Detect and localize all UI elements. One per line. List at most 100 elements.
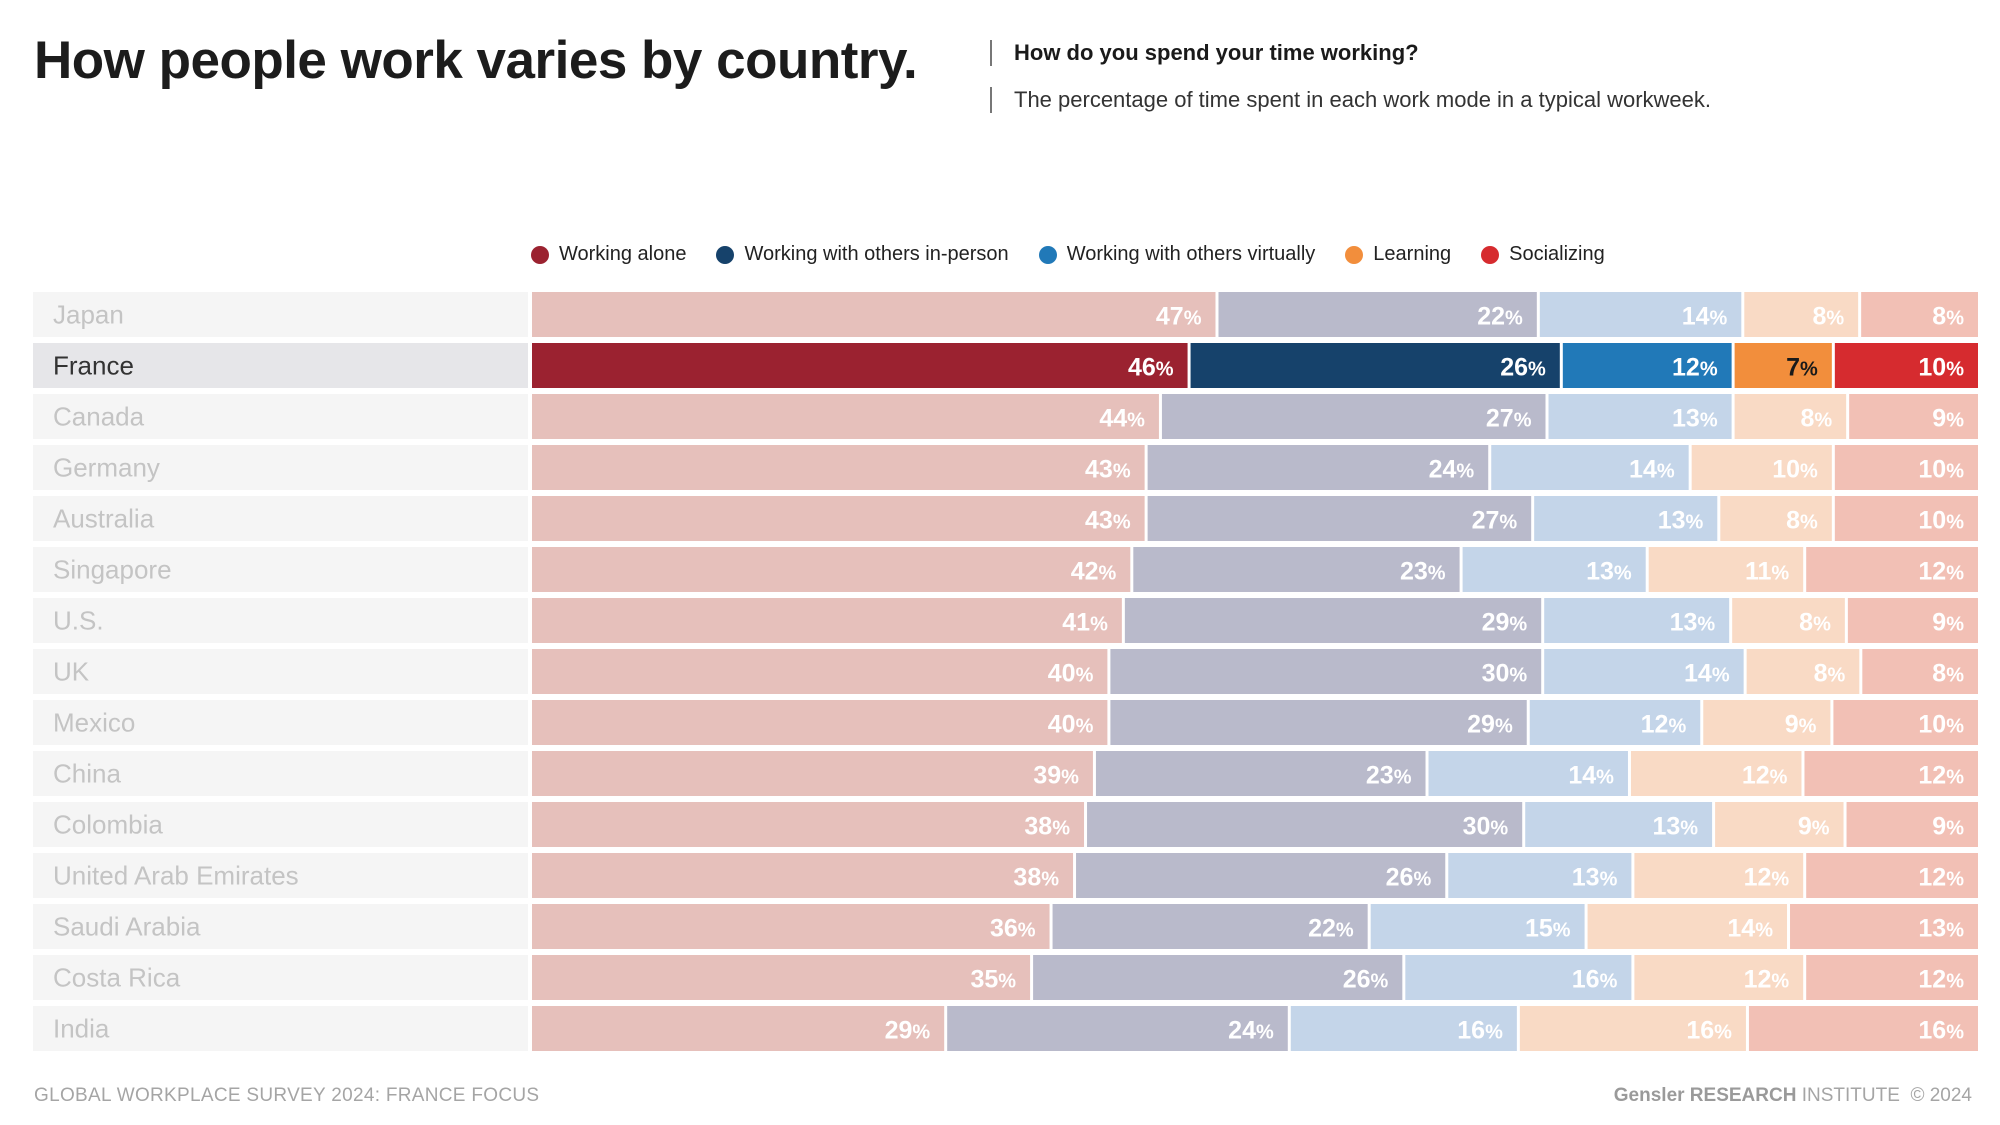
country-label: United Arab Emirates [53, 861, 299, 891]
data-label: 44% [1099, 405, 1145, 433]
data-label: 14% [1629, 456, 1675, 484]
country-row: Australia 43% 27% 13% 8% 10% [33, 496, 1978, 541]
country-row: United Arab Emirates 38% 26% 13% 12% 12% [33, 853, 1978, 898]
bar-segment [532, 649, 1107, 694]
country-label: Costa Rica [53, 963, 181, 993]
data-label: 14% [1684, 660, 1730, 688]
data-label: 39% [1033, 762, 1079, 790]
data-label: 12% [1918, 762, 1964, 790]
brand-logo: Gensler RESEARCH [1614, 1085, 1797, 1106]
bar-segment [532, 802, 1084, 847]
bar-segment [532, 1006, 944, 1051]
data-label: 12% [1918, 966, 1964, 994]
data-label: 12% [1641, 711, 1687, 739]
data-label: 38% [1024, 813, 1070, 841]
data-label: 13% [1572, 864, 1618, 892]
data-label: 16% [1572, 966, 1618, 994]
country-label: U.S. [53, 606, 104, 636]
data-label: 14% [1682, 303, 1728, 331]
country-row: India 29% 24% 16% 16% 16% [33, 1006, 1978, 1051]
bar-segment [1125, 598, 1541, 643]
country-label: India [53, 1014, 110, 1044]
data-label: 41% [1062, 609, 1108, 637]
data-label: 13% [1652, 813, 1698, 841]
row-label-bg [33, 598, 528, 643]
data-label: 35% [970, 966, 1016, 994]
data-label: 13% [1586, 558, 1632, 586]
data-label: 8% [1799, 609, 1831, 637]
country-row: China 39% 23% 14% 12% 12% [33, 751, 1978, 796]
country-row: UK 40% 30% 14% 8% 8% [33, 649, 1978, 694]
data-label: 8% [1812, 303, 1844, 331]
data-label: 30% [1463, 813, 1509, 841]
data-label: 43% [1085, 456, 1131, 484]
brand-suffix: INSTITUTE [1802, 1085, 1900, 1106]
row-label-bg [33, 649, 528, 694]
data-label: 42% [1071, 558, 1117, 586]
data-label: 27% [1486, 405, 1532, 433]
data-label: 12% [1742, 762, 1788, 790]
data-label: 22% [1308, 915, 1354, 943]
data-label: 9% [1932, 609, 1964, 637]
data-label: 16% [1686, 1017, 1732, 1045]
data-label: 9% [1798, 813, 1830, 841]
data-label: 9% [1785, 711, 1817, 739]
data-label: 27% [1472, 507, 1518, 535]
data-label: 26% [1500, 354, 1546, 382]
country-row: Costa Rica 35% 26% 16% 12% 12% [33, 955, 1978, 1000]
country-label: China [53, 759, 121, 789]
data-label: 12% [1672, 354, 1718, 382]
data-label: 16% [1918, 1017, 1964, 1045]
data-label: 10% [1918, 456, 1964, 484]
country-row: Mexico 40% 29% 12% 9% 10% [33, 700, 1978, 745]
data-label: 12% [1918, 558, 1964, 586]
bar-segment [532, 496, 1145, 541]
bar-segment [532, 700, 1107, 745]
data-label: 13% [1670, 609, 1716, 637]
country-row: Colombia 38% 30% 13% 9% 9% [33, 802, 1978, 847]
data-label: 13% [1672, 405, 1718, 433]
bar-segment [532, 394, 1159, 439]
country-label: Japan [53, 300, 124, 330]
data-label: 7% [1786, 354, 1818, 382]
data-label: 14% [1727, 915, 1773, 943]
data-label: 9% [1932, 813, 1964, 841]
country-label: Singapore [53, 555, 172, 585]
country-label: Germany [53, 453, 160, 483]
footer-credit: Gensler RESEARCH INSTITUTE © 2024 [1614, 1085, 1972, 1107]
data-label: 8% [1786, 507, 1818, 535]
data-label: 15% [1525, 915, 1571, 943]
bar-segment [532, 955, 1030, 1000]
data-label: 8% [1800, 405, 1832, 433]
country-row: Singapore 42% 23% 13% 11% 12% [33, 547, 1978, 592]
country-row: Germany 43% 24% 14% 10% 10% [33, 445, 1978, 490]
bar-segment [532, 598, 1122, 643]
data-label: 10% [1918, 354, 1964, 382]
country-label: France [53, 351, 134, 381]
data-label: 43% [1085, 507, 1131, 535]
bar-segment [532, 343, 1188, 388]
data-label: 29% [1482, 609, 1528, 637]
country-row: Japan 47% 22% 14% 8% 8% [33, 292, 1978, 337]
data-label: 29% [885, 1017, 931, 1045]
data-label: 12% [1744, 864, 1790, 892]
country-row: U.S. 41% 29% 13% 8% 9% [33, 598, 1978, 643]
country-label: Saudi Arabia [53, 912, 201, 942]
data-label: 12% [1744, 966, 1790, 994]
copyright: © 2024 [1910, 1085, 1972, 1106]
data-label: 10% [1918, 711, 1964, 739]
data-label: 26% [1343, 966, 1389, 994]
data-label: 14% [1568, 762, 1614, 790]
data-label: 12% [1918, 864, 1964, 892]
country-row: Saudi Arabia 36% 22% 15% 14% 13% [33, 904, 1978, 949]
country-label: Canada [53, 402, 145, 432]
data-label: 24% [1228, 1017, 1274, 1045]
data-label: 9% [1932, 405, 1964, 433]
data-label: 47% [1156, 303, 1202, 331]
bar-segment [532, 445, 1145, 490]
bar-segment [532, 853, 1073, 898]
stacked-bar-chart: Japan 47% 22% 14% 8% 8%France 46% 26% 12% 7% 10%Ca… [0, 0, 2000, 1125]
data-label: 38% [1013, 864, 1059, 892]
bar-segment [532, 292, 1215, 337]
data-label: 8% [1932, 660, 1964, 688]
